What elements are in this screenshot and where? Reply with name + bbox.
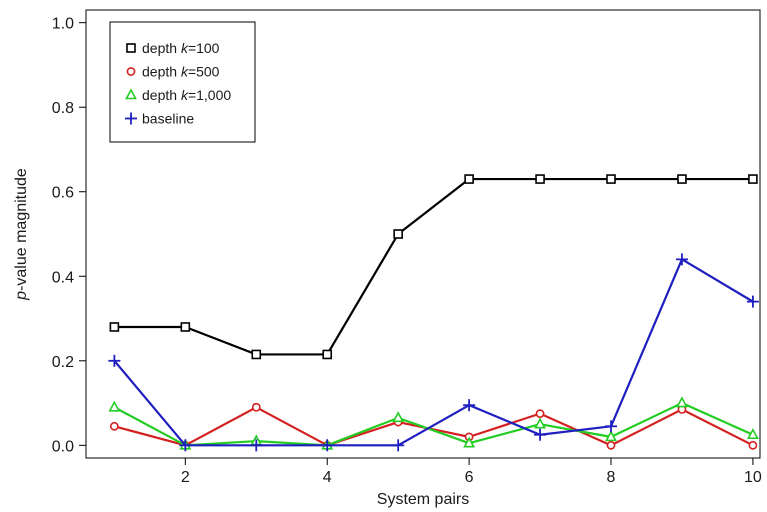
- data-point-square: [535, 174, 545, 184]
- data-point-square: [109, 322, 120, 332]
- legend-label-suffix: =100: [188, 40, 220, 56]
- data-point-square: [393, 229, 403, 239]
- data-point-square: [677, 174, 687, 184]
- series-line: [113, 258, 754, 447]
- data-point-square: [748, 174, 758, 184]
- legend-label: depth k=1,000: [142, 87, 231, 103]
- y-tick-label: 0.8: [52, 100, 74, 117]
- data-point-plus: [675, 253, 688, 266]
- data-point-triangle: [392, 411, 405, 423]
- x-axis-title: System pairs: [377, 491, 469, 508]
- data-point-plus: [392, 439, 405, 452]
- legend-label-variable: k: [181, 64, 189, 80]
- legend-label-suffix: =500: [188, 64, 220, 80]
- data-point-circle: [126, 67, 136, 76]
- series-line: [114, 177, 753, 356]
- data-point-square: [251, 349, 262, 360]
- data-point-plus: [321, 439, 334, 452]
- data-point-square: [180, 322, 191, 332]
- series-0: [109, 174, 758, 360]
- y-tick-label: 0.6: [52, 185, 74, 202]
- x-tick-label: 10: [744, 469, 762, 486]
- data-point-triangle: [746, 428, 759, 440]
- data-point-triangle: [463, 436, 476, 448]
- data-point-square: [322, 349, 333, 360]
- data-point-circle: [109, 421, 119, 431]
- data-point-plus: [605, 420, 618, 433]
- legend-label-prefix: depth: [142, 87, 181, 103]
- data-point-plus: [125, 112, 137, 125]
- x-tick-label: 8: [607, 469, 616, 486]
- series-2: [108, 396, 759, 450]
- legend-label-suffix: =1,000: [188, 87, 231, 103]
- x-tick-label: 2: [181, 469, 190, 486]
- data-point-plus: [250, 439, 263, 452]
- data-point-square: [464, 174, 474, 184]
- axes: 2 4 6 8 10 0.0 0.2 0.4 0.6 0.8 1.0: [52, 16, 762, 486]
- legend-label: baseline: [142, 111, 194, 127]
- legend-label-variable: k: [181, 87, 189, 103]
- y-tick-label: 0.2: [52, 354, 74, 371]
- data-point-triangle: [676, 396, 688, 408]
- legend-label-prefix: depth: [142, 40, 181, 56]
- data-point-plus: [746, 295, 759, 308]
- data-point-square: [126, 43, 136, 53]
- data-point-circle: [535, 409, 545, 419]
- y-axis-title-variable: p: [13, 291, 30, 301]
- data-point-plus: [463, 399, 476, 412]
- data-point-plus: [179, 439, 192, 452]
- data-point-square: [606, 174, 616, 184]
- series-line: [113, 401, 754, 447]
- y-axis-title: p-value magnitude: [13, 168, 30, 301]
- data-point-circle: [606, 440, 616, 450]
- legend-label: depth k=100: [142, 40, 220, 56]
- plot-frame: [85, 9, 761, 459]
- y-axis-title-text: -value magnitude: [13, 168, 30, 291]
- data-point-circle: [251, 402, 261, 412]
- data-point-triangle: [534, 417, 547, 429]
- data-point-triangle: [605, 430, 617, 442]
- data-point-triangle: [108, 400, 121, 412]
- legend-box: [109, 21, 256, 143]
- y-tick-label: 1.0: [52, 16, 74, 33]
- data-point-plus: [534, 428, 547, 441]
- y-tick-label: 0.4: [52, 269, 74, 286]
- series-layer: [108, 174, 759, 452]
- y-tick-label: 0.0: [52, 438, 74, 455]
- x-tick-label: 6: [465, 469, 474, 486]
- data-point-plus: [108, 354, 121, 367]
- x-tick-label: 4: [323, 469, 332, 486]
- legend-label-variable: k: [181, 40, 189, 56]
- legend-label-prefix: depth: [142, 64, 181, 80]
- data-point-circle: [748, 440, 758, 450]
- data-point-triangle: [125, 88, 137, 100]
- series-3: [108, 253, 759, 452]
- legend-label: depth k=500: [142, 64, 220, 80]
- legend-label-suffix: baseline: [142, 111, 194, 127]
